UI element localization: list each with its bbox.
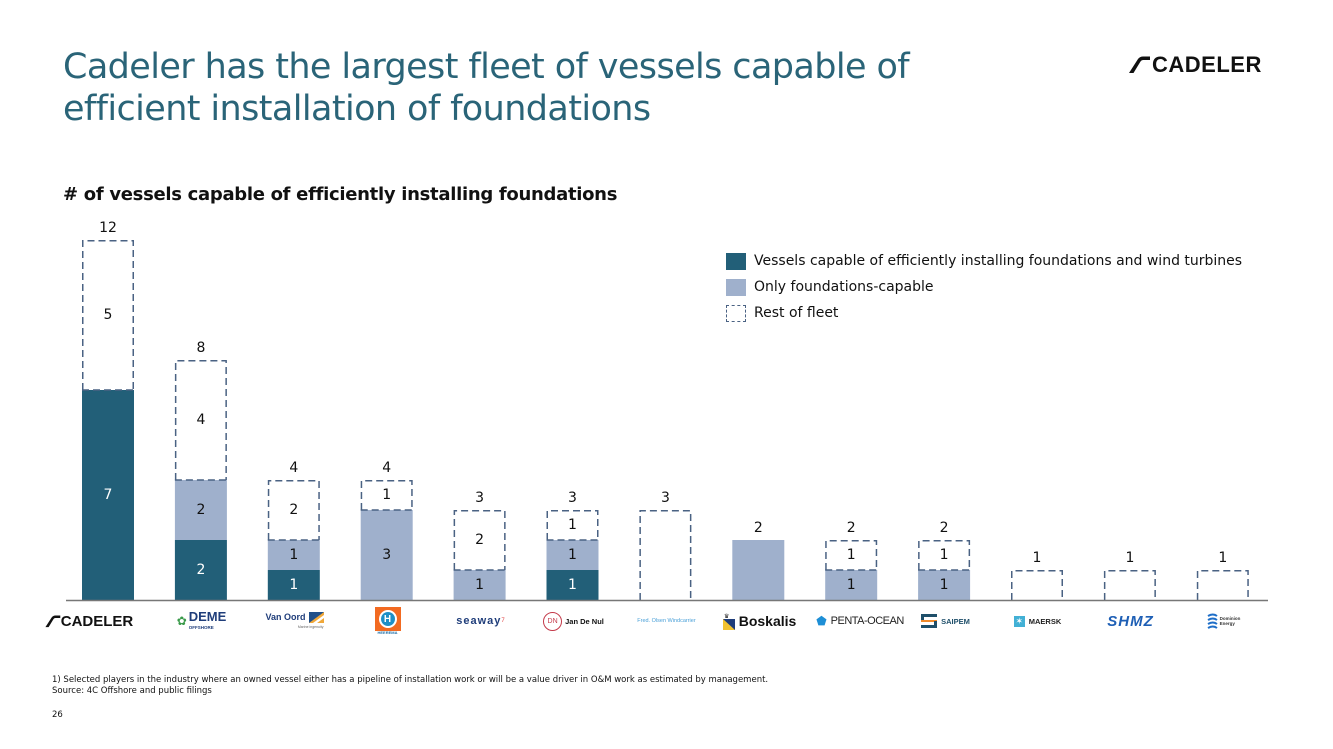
shmz-logo: SHMZ: [1107, 612, 1154, 630]
footnote-note: 1) Selected players in the industry wher…: [52, 675, 769, 685]
bar-segment-rest: [825, 540, 878, 570]
jan-de-nul-emblem-icon: DN: [543, 611, 563, 631]
legend-swatch-dark: [726, 252, 746, 270]
bar-segment-rest: [174, 360, 227, 480]
page-number: 26: [52, 710, 63, 720]
segment-label: 2: [196, 562, 205, 578]
segment-label: 1: [475, 577, 484, 593]
legend-label: Only foundations-capable: [754, 279, 934, 295]
bar-segment-foundations-only: [174, 480, 227, 540]
footnote: 1) Selected players in the industry wher…: [52, 675, 768, 697]
dominion-energy-logo: Dominion Energy: [1177, 606, 1270, 636]
bar-segment-foundations-only: [732, 540, 785, 600]
bar-segment-rest: [1196, 570, 1249, 600]
total-label: 4: [382, 460, 391, 476]
total-label: 3: [568, 490, 577, 506]
chart-title: # of vessels capable of efficiently inst…: [63, 184, 618, 205]
segment-label: 1: [568, 547, 577, 563]
segment-label: 1: [940, 547, 949, 563]
deme-flower-icon: ✿: [176, 614, 187, 628]
cadeler-swoosh-icon: [1129, 56, 1150, 73]
segment-label: 1: [289, 577, 298, 593]
total-label: 1: [1125, 550, 1134, 566]
maersk-star-icon: ✶: [1013, 615, 1025, 627]
legend-item-foundations-only: Only foundations-capable: [726, 274, 1242, 300]
seaway7-logo: seaway 7: [456, 615, 505, 627]
legend-swatch-light: [726, 278, 746, 296]
bar-segment-rest: [1103, 570, 1156, 600]
total-label: 4: [289, 460, 298, 476]
bar-segment-both-capable: [82, 390, 134, 600]
total-label: 8: [196, 340, 205, 356]
segment-label: 3: [382, 547, 391, 563]
boskalis-crown-flag-icon: ♛: [722, 613, 735, 630]
company-logos: CADELER ✿ DEME OFFSHORE Van Oord Marine …: [0, 606, 1333, 638]
total-label: 2: [754, 520, 763, 536]
total-label: 3: [661, 490, 670, 506]
brand-name: CADELER: [1152, 52, 1262, 77]
bar-segment-foundations-only: [360, 510, 413, 600]
heerema-logo: H HEEREMA: [341, 606, 434, 636]
segment-label: 2: [196, 502, 205, 518]
heerema-badge-icon: H: [374, 607, 401, 631]
cadeler-logo: CADELER: [42, 606, 135, 636]
total-label: 1: [1218, 550, 1227, 566]
jan-de-nul-logo: DN Jan De Nul: [527, 606, 620, 636]
legend-label: Vessels capable of efficiently installin…: [754, 253, 1243, 269]
total-label: 3: [475, 490, 484, 506]
bar-segment-both-capable: [267, 570, 320, 600]
bar-segment-foundations-only: [918, 570, 971, 600]
segment-label: 1: [847, 577, 856, 593]
segment-label: 1: [847, 547, 856, 563]
total-label: 12: [99, 220, 117, 236]
bar-segment-rest: [918, 540, 971, 570]
bar-segment-foundations-only: [267, 540, 320, 570]
saipem-logo: SAIPEM: [899, 606, 992, 636]
maersk-logo: ✶ MAERSK: [1013, 615, 1062, 627]
bar-segment-both-capable: [174, 540, 227, 600]
saipem-mark-icon: [921, 614, 938, 628]
segment-label: 1: [568, 577, 577, 593]
page-title: Cadeler has the largest fleet of vessels…: [63, 47, 910, 129]
segment-label: 1: [289, 547, 298, 563]
legend-label: Rest of fleet: [754, 305, 839, 321]
total-label: 1: [1033, 550, 1042, 566]
bar-segment-foundations-only: [546, 540, 599, 570]
cadeler-swoosh-icon: [45, 614, 61, 627]
chart-legend: Vessels capable of efficiently installin…: [726, 248, 1242, 326]
footnote-source: Source: 4C Offshore and public filings: [52, 686, 212, 696]
brand-logo: CADELER: [1127, 52, 1262, 78]
segment-label: 4: [196, 412, 205, 428]
legend-swatch-dashed: [726, 304, 746, 322]
bar-segment-foundations-only: [825, 570, 878, 600]
deme-logo: ✿ DEME OFFSHORE: [176, 608, 227, 630]
segment-label: 2: [475, 532, 484, 548]
legend-item-rest: Rest of fleet: [726, 300, 1242, 326]
total-label: 2: [940, 520, 949, 536]
bar-segment-foundations-only: [453, 570, 506, 600]
legend-item-both: Vessels capable of efficiently installin…: [726, 248, 1242, 274]
segment-label: 1: [568, 517, 577, 533]
segment-label: 1: [940, 577, 949, 593]
segment-label: 2: [289, 502, 298, 518]
segment-label: 1: [382, 487, 391, 503]
penta-ocean-logo: ⬟ PENTA-OCEAN: [816, 614, 904, 628]
fred-olsen-logo: Fred. Olsen Windcarrier: [637, 618, 696, 624]
bar-segment-both-capable: [546, 570, 599, 600]
penta-ocean-star-icon: ⬟: [816, 614, 827, 628]
van-oord-logo: Van Oord Marine ingenuity: [265, 611, 324, 629]
total-label: 2: [847, 520, 856, 536]
segment-label: 5: [104, 307, 113, 323]
van-oord-flag-icon: [308, 611, 324, 623]
segment-label: 7: [104, 487, 113, 503]
bar-segment-rest: [639, 510, 692, 600]
bar-segment-rest: [360, 480, 413, 510]
boskalis-logo: ♛ Boskalis: [722, 613, 797, 630]
svg-text:♛: ♛: [724, 613, 729, 620]
dominion-wave-icon: [1207, 613, 1218, 629]
bar-segment-rest: [546, 510, 599, 540]
bar-segment-rest: [1011, 570, 1063, 600]
